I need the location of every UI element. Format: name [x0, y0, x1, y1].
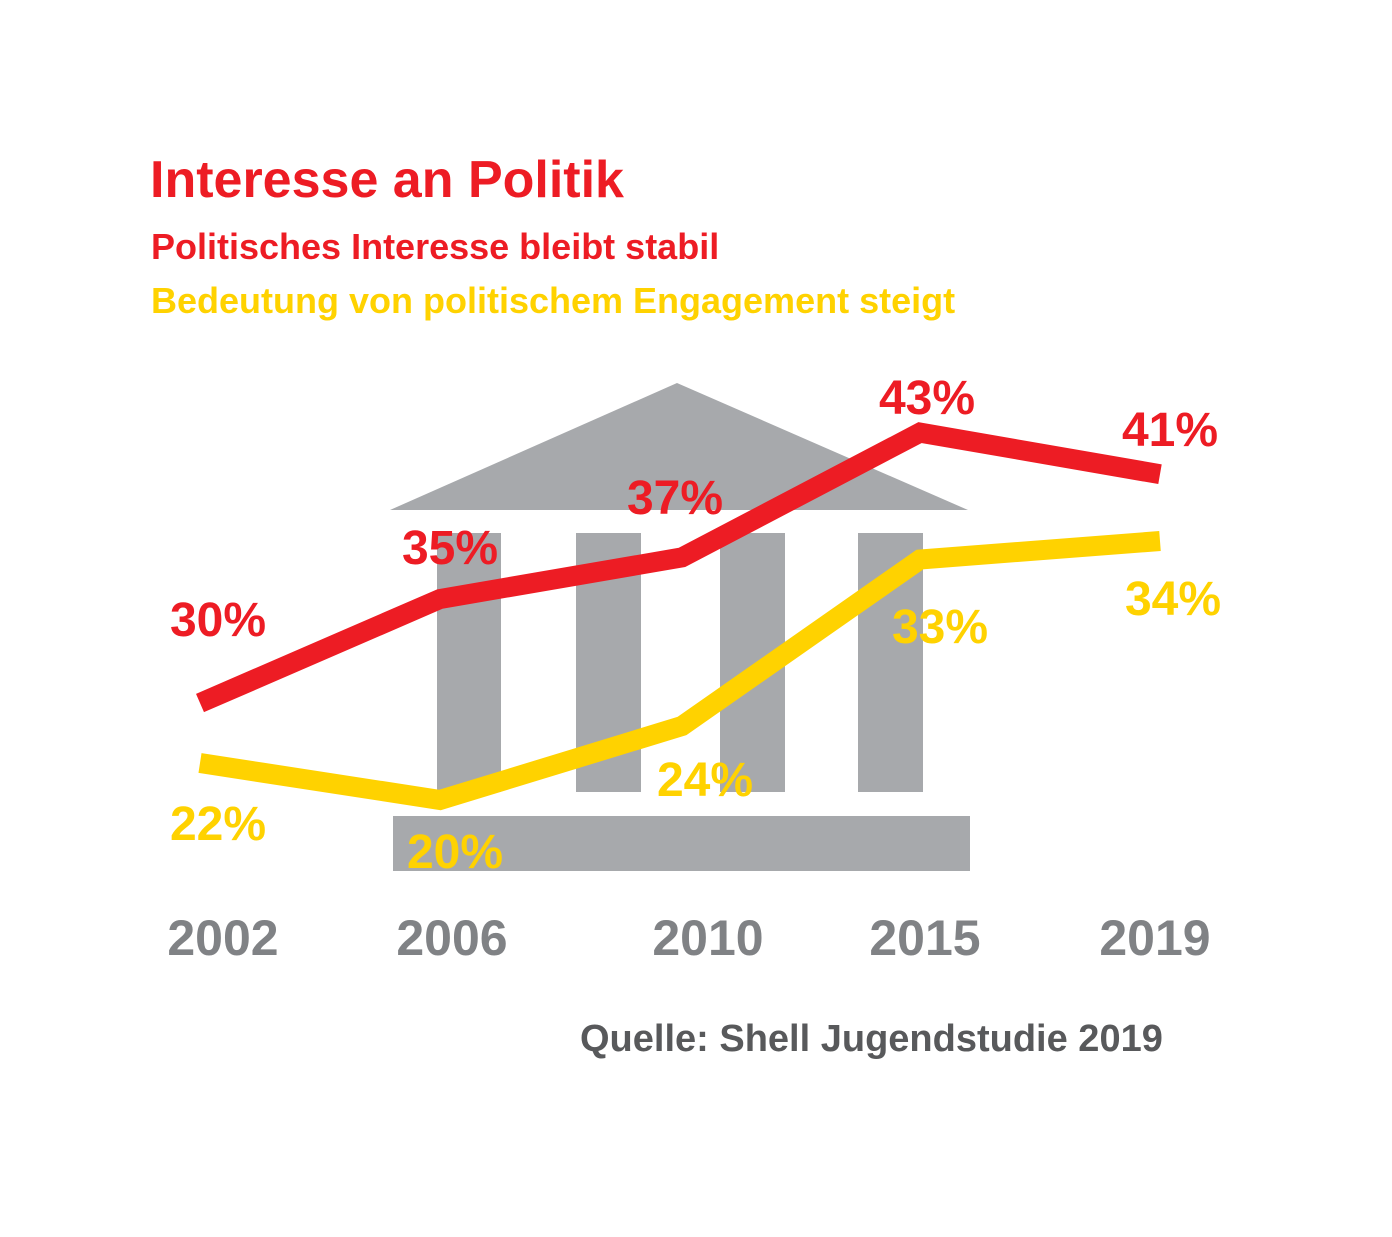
building-base [393, 816, 970, 871]
subtitle-yellow: Bedeutung von politischem Engagement ste… [151, 280, 956, 321]
series-line-red [196, 422, 1162, 713]
data-label: 22% [170, 798, 266, 851]
series-line-yellow [198, 531, 1161, 811]
data-label: 34% [1125, 573, 1221, 626]
x-tick-label: 2015 [869, 910, 980, 966]
data-label: 30% [170, 594, 266, 647]
x-tick-label: 2010 [652, 910, 763, 966]
data-label: 20% [407, 826, 503, 879]
x-tick-label: 2006 [396, 910, 507, 966]
data-label: 37% [627, 472, 723, 525]
source-note: Quelle: Shell Jugendstudie 2019 [580, 1018, 1163, 1060]
building-column [437, 533, 501, 792]
data-label: 33% [892, 601, 988, 654]
data-label: 24% [657, 754, 753, 807]
x-tick-label: 2002 [167, 910, 278, 966]
subtitle-red: Politisches Interesse bleibt stabil [151, 226, 720, 267]
data-label: 43% [879, 372, 975, 425]
data-label: 35% [402, 522, 498, 575]
x-tick-label: 2019 [1099, 910, 1210, 966]
chart-title: Interesse an Politik [150, 151, 624, 209]
data-label: 41% [1122, 404, 1218, 457]
